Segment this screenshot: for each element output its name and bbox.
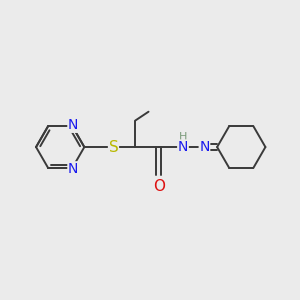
Text: N: N <box>68 118 78 132</box>
Text: N: N <box>178 140 188 154</box>
Text: N: N <box>68 162 78 176</box>
Text: N: N <box>199 140 210 154</box>
Text: H: H <box>179 132 187 142</box>
Text: O: O <box>153 178 165 194</box>
Text: S: S <box>109 140 118 154</box>
